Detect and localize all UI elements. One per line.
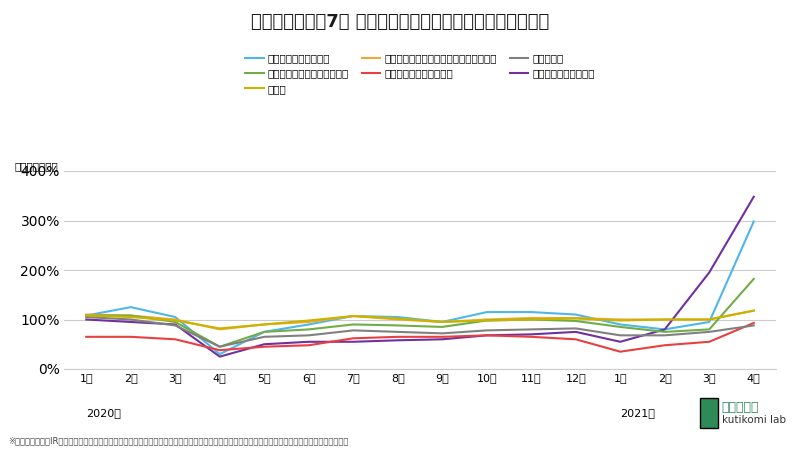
Text: 2021年: 2021年 [620, 408, 655, 418]
Text: 2020年: 2020年 [86, 408, 121, 418]
Text: 口コミラボ: 口コミラボ [722, 401, 759, 414]
Text: kutikomi lab: kutikomi lab [722, 415, 786, 425]
Text: ※数値は各企業のIR参照。なお、ペッパーフードサービスではブランド合計の売上報告がないため、ここではいきなり！ステーキのみのデータを掲載: ※数値は各企業のIR参照。なお、ペッパーフードサービスではブランド合計の売上報告… [8, 436, 348, 446]
Text: その他外食大手7社 月次売上高動向（既存店・前年同月比）: その他外食大手7社 月次売上高動向（既存店・前年同月比） [251, 14, 549, 32]
Text: （前年同月比）: （前年同月比） [14, 161, 58, 171]
Legend: 物語コーポレーション, トリドールホールディングス, 壱番屋, アークランドサービスホールディングス, ペッパーフードサービス, コロワイド, グローバルダイニ: 物語コーポレーション, トリドールホールディングス, 壱番屋, アークランドサー… [245, 54, 595, 94]
